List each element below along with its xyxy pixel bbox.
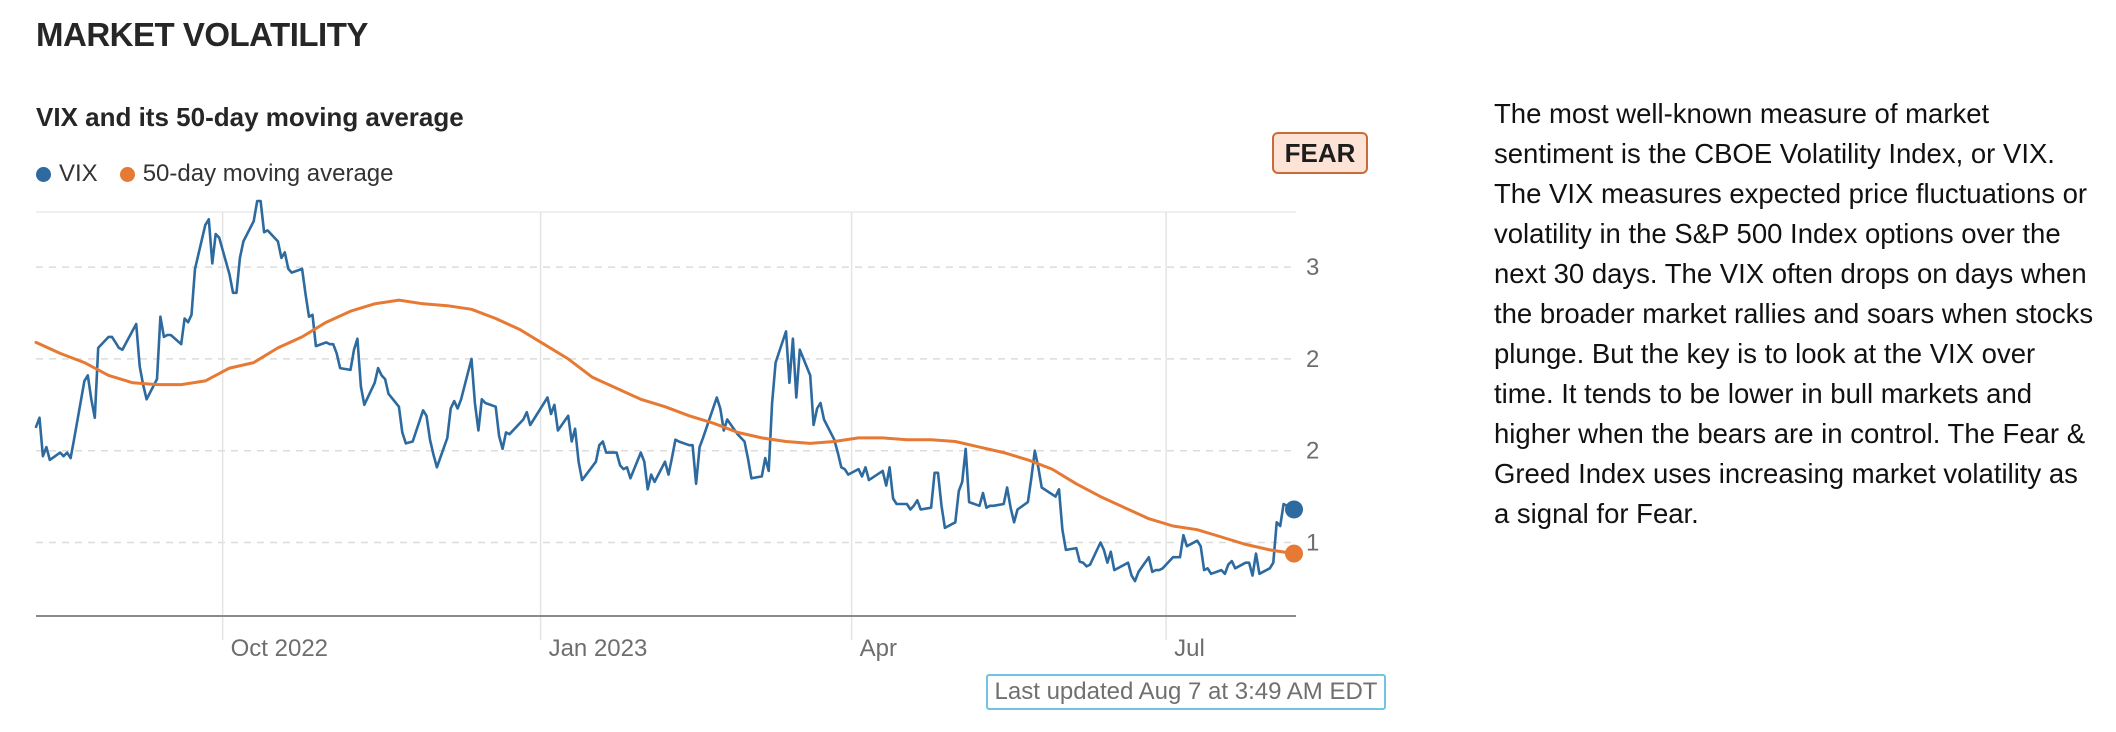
y-tick-label: 15.00 [1306, 530, 1320, 557]
chart-axes: 15.00 20.00 25.00 30.00 Oct 2022 Jan 2023 Apr J… [36, 254, 1320, 662]
legend-item-vix[interactable]: VIX [36, 160, 98, 188]
chart-grid [36, 211, 1296, 640]
x-tick-label: Jul [1174, 635, 1205, 662]
chart-end-markers [1285, 500, 1303, 563]
moving-average-series-line [34, 298, 1296, 556]
moving-average-latest-point[interactable] [1285, 544, 1303, 563]
y-tick-label: 20.00 [1306, 438, 1320, 465]
sentiment-badge: FEAR [1272, 132, 1368, 174]
legend-label-moving-average: 50-day moving average [142, 160, 394, 187]
x-tick-label: Jan 2023 [549, 635, 648, 662]
vix-latest-point[interactable] [1285, 500, 1303, 519]
legend-label-vix: VIX [59, 160, 98, 187]
chart-legend: VIX 50-day moving average [36, 160, 416, 188]
legend-item-moving-average[interactable]: 50-day moving average [119, 160, 394, 188]
y-tick-label: 25.00 [1306, 346, 1320, 373]
vix-line-chart: 15.00 20.00 25.00 30.00 Oct 2022 Jan 2023 Apr J… [34, 199, 1320, 662]
vix-legend-dot-icon [36, 166, 51, 182]
x-tick-label: Oct 2022 [231, 635, 328, 662]
section-title: MARKET VOLATILITY [36, 16, 368, 53]
chart-title: VIX and its 50-day moving average [36, 102, 464, 132]
last-updated-label[interactable]: Last updated Aug 7 at 3:49 AM EDT [986, 674, 1386, 710]
volatility-description: The most well-known measure of market se… [1494, 98, 2094, 529]
y-tick-label: 30.00 [1306, 254, 1320, 281]
vix-series-line [34, 199, 1296, 583]
moving-average-legend-dot-icon [119, 166, 135, 182]
chart-series [34, 199, 1296, 583]
x-tick-label: Apr [860, 635, 897, 662]
